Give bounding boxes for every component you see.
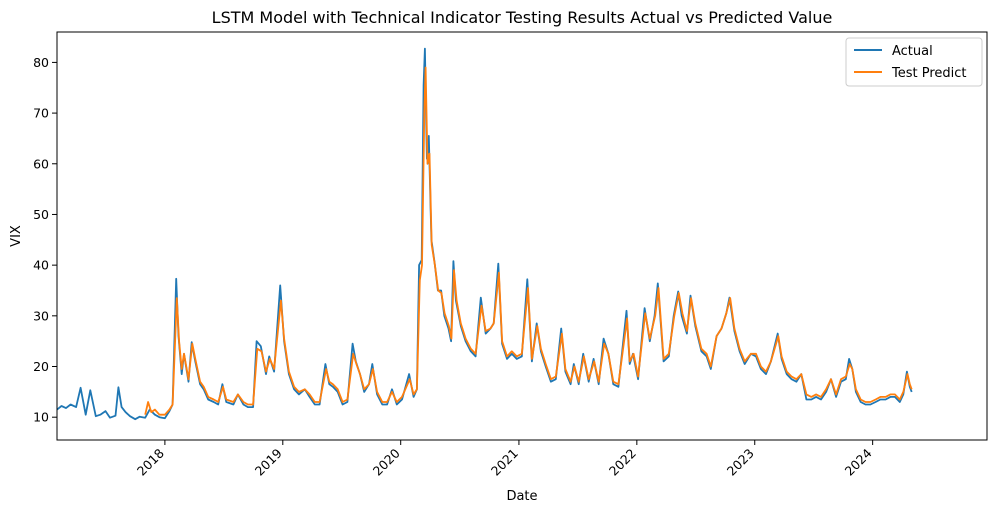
y-axis-label: VIX xyxy=(9,225,24,247)
x-tick-label: 2018 xyxy=(134,445,167,478)
series-line-predict xyxy=(144,66,913,416)
legend-label-actual: Actual xyxy=(892,44,933,59)
plot-frame xyxy=(56,31,988,441)
y-axis-ticks: 10 20 30 40 50 60 70 80 xyxy=(33,55,57,425)
y-tick-label: 40 xyxy=(33,258,49,273)
x-tick-label: 2020 xyxy=(370,445,403,478)
y-tick-label: 80 xyxy=(33,55,49,70)
x-tick-label: 2024 xyxy=(842,445,875,478)
y-tick-label: 70 xyxy=(33,106,49,121)
y-tick-label: 50 xyxy=(33,207,49,222)
y-tick-label: 20 xyxy=(33,359,49,374)
legend-label-predict: Test Predict xyxy=(891,66,967,81)
y-tick-label: 60 xyxy=(33,156,49,171)
plot-area xyxy=(57,47,913,421)
x-tick-label: 2022 xyxy=(606,446,639,479)
x-tick-label: 2021 xyxy=(488,446,521,479)
x-tick-label: 2023 xyxy=(724,446,757,479)
legend: Actual Test Predict xyxy=(845,37,983,87)
y-tick-label: 30 xyxy=(33,308,49,323)
x-axis-ticks: 2018 2019 2020 2021 2022 2023 2024 xyxy=(134,440,875,479)
y-tick-label: 10 xyxy=(33,410,49,425)
chart-title: LSTM Model with Technical Indicator Test… xyxy=(212,8,833,27)
x-axis-label: Date xyxy=(506,489,537,504)
x-tick-label: 2019 xyxy=(252,445,285,478)
